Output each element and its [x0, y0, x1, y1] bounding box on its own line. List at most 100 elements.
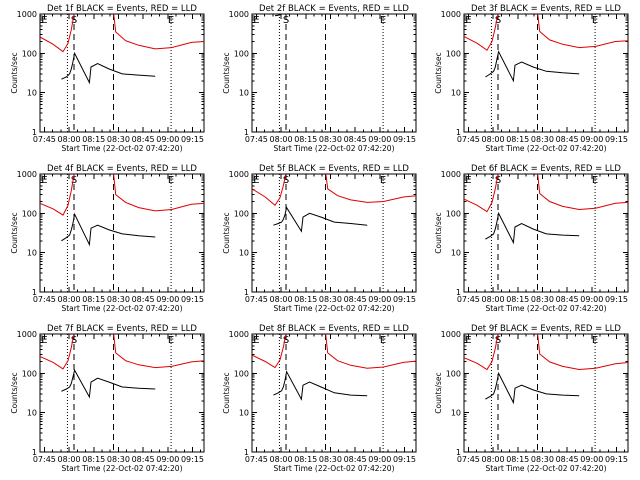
x-tick-label: 08:45 — [132, 135, 155, 144]
y-axis-label: Counts/sec — [10, 212, 19, 253]
chart-title: Det 7f BLACK = Events, RED = LLD — [47, 324, 197, 334]
x-tick-label: 08:15 — [82, 295, 105, 304]
time-marker-s: S — [71, 175, 77, 186]
y-tick-label: 100 — [446, 49, 461, 58]
x-tick-label: 08:30 — [531, 135, 554, 144]
time-marker-s: S — [71, 15, 77, 26]
x-tick-label: 08:45 — [344, 135, 367, 144]
x-axis-label: Start Time (22-Oct-02 07:42:20) — [61, 304, 182, 313]
time-marker-s: S — [495, 15, 501, 26]
y-tick-label: 1000 — [441, 330, 461, 339]
y-tick-label: 10 — [239, 409, 249, 418]
time-marker-e: E — [253, 335, 259, 346]
plot-frame — [39, 333, 205, 453]
time-marker-s: S — [495, 175, 501, 186]
black-events-series-line — [273, 370, 368, 401]
x-tick-label: 08:15 — [506, 295, 529, 304]
y-tick-label: 1 — [244, 448, 249, 457]
x-tick-label: 08:45 — [132, 295, 155, 304]
y-tick-label: 10 — [27, 89, 37, 98]
chart-panel-9: Det 9f BLACK = Events, RED = LLD 1 10 100 10… — [434, 324, 629, 473]
x-tick-label: 08:15 — [82, 455, 105, 464]
y-tick-label: 1000 — [229, 10, 249, 19]
y-tick-label: 100 — [446, 209, 461, 218]
x-axis-label: Start Time (22-Oct-02 07:42:20) — [485, 464, 606, 473]
x-tick-label: 08:45 — [344, 455, 367, 464]
red-lld-series-line — [40, 174, 204, 216]
y-tick-label: 1000 — [229, 170, 249, 179]
x-tick-label: 08:15 — [506, 455, 529, 464]
x-tick-label: 09:15 — [181, 455, 204, 464]
y-axis-label: Counts/sec — [10, 372, 19, 413]
black-events-series-line — [273, 206, 368, 233]
x-tick-label: 09:15 — [393, 455, 416, 464]
x-tick-label: 08:30 — [107, 135, 130, 144]
x-tick-label: 09:00 — [156, 135, 179, 144]
x-tick-label: 07:45 — [33, 295, 56, 304]
chart-panel-6: Det 6f BLACK = Events, RED = LLD 1 10 100 10… — [434, 164, 629, 313]
x-tick-label: 07:45 — [457, 295, 480, 304]
y-tick-label: 1 — [244, 128, 249, 137]
y-tick-label: 100 — [446, 369, 461, 378]
y-tick-label: 1000 — [441, 10, 461, 19]
chart-title: Det 2f BLACK = Events, RED = LLD — [259, 4, 409, 14]
x-tick-label: 08:30 — [319, 295, 342, 304]
y-axis-label: Counts/sec — [434, 212, 443, 253]
black-events-series-line — [485, 211, 580, 245]
y-axis-label: Counts/sec — [222, 212, 231, 253]
x-tick-label: 08:30 — [531, 295, 554, 304]
x-tick-label: 07:45 — [245, 455, 268, 464]
y-axis-label: Counts/sec — [10, 52, 19, 93]
time-marker-e: E — [253, 15, 259, 26]
plot-frame — [251, 13, 417, 133]
red-lld-series-line — [464, 334, 628, 371]
y-tick-label: 1 — [456, 288, 461, 297]
plot-frame — [251, 173, 417, 293]
x-tick-label: 07:45 — [245, 135, 268, 144]
x-tick-label: 08:00 — [482, 295, 505, 304]
x-tick-label: 09:15 — [605, 295, 628, 304]
x-tick-label: 08:15 — [294, 455, 317, 464]
chart-panel-1: Det 1f BLACK = Events, RED = LLD 1 10 100 10… — [10, 4, 205, 153]
time-marker-s: S — [283, 175, 289, 186]
y-tick-label: 1 — [32, 128, 37, 137]
y-tick-label: 10 — [27, 249, 37, 258]
y-tick-label: 10 — [27, 409, 37, 418]
x-tick-label: 08:30 — [319, 455, 342, 464]
black-events-series-line — [274, 14, 283, 17]
y-tick-label: 100 — [22, 369, 37, 378]
chart-panel-7: Det 7f BLACK = Events, RED = LLD 1 10 100 10… — [10, 324, 205, 473]
y-tick-label: 1000 — [229, 330, 249, 339]
x-tick-label: 09:00 — [580, 135, 603, 144]
x-axis-label: Start Time (22-Oct-02 07:42:20) — [61, 464, 182, 473]
plot-frame — [463, 173, 629, 293]
x-tick-label: 07:45 — [245, 295, 268, 304]
chart-panel-3: Det 3f BLACK = Events, RED = LLD 1 10 100 10… — [434, 4, 629, 153]
x-tick-label: 08:15 — [294, 295, 317, 304]
red-lld-series-line — [252, 334, 416, 369]
x-axis-label: Start Time (22-Oct-02 07:42:20) — [273, 304, 394, 313]
time-marker-e: E — [380, 335, 386, 346]
x-tick-label: 08:45 — [132, 455, 155, 464]
chart-title: Det 3f BLACK = Events, RED = LLD — [471, 4, 621, 14]
x-tick-label: 08:00 — [270, 135, 293, 144]
y-tick-label: 10 — [239, 249, 249, 258]
plot-frame — [463, 333, 629, 453]
chart-panel-4: Det 4f BLACK = Events, RED = LLD 1 10 100 10… — [10, 164, 205, 313]
time-marker-s: S — [495, 335, 501, 346]
y-tick-label: 1000 — [441, 170, 461, 179]
time-marker-e: E — [465, 175, 471, 186]
x-tick-label: 08:45 — [556, 135, 579, 144]
x-tick-label: 09:00 — [580, 295, 603, 304]
chart-title: Det 1f BLACK = Events, RED = LLD — [47, 4, 197, 14]
time-marker-e: E — [41, 175, 47, 186]
chart-title: Det 8f BLACK = Events, RED = LLD — [259, 324, 409, 334]
time-marker-e: E — [465, 335, 471, 346]
y-tick-label: 10 — [451, 409, 461, 418]
time-marker-s: S — [283, 335, 289, 346]
chart-title: Det 4f BLACK = Events, RED = LLD — [47, 164, 197, 174]
y-tick-label: 1 — [32, 288, 37, 297]
x-tick-label: 08:00 — [482, 455, 505, 464]
